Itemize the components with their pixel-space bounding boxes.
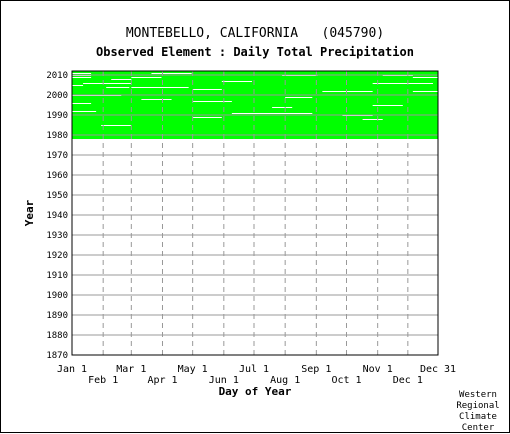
credit-line: Western — [459, 390, 497, 400]
y-tick-label: 1990 — [46, 111, 68, 121]
x-tick-label: Sep 1 — [301, 364, 331, 375]
credit-line: Regional — [456, 401, 500, 411]
x-axis-title: Day of Year — [219, 385, 292, 398]
missing-data-gap — [285, 97, 313, 98]
y-tick-label: 1980 — [46, 131, 68, 141]
x-tick-label: Dec 1 — [393, 375, 423, 386]
missing-data-gap — [101, 125, 132, 126]
missing-data-gap — [83, 83, 132, 84]
credit-line: Climate — [459, 412, 497, 422]
plot-border — [71, 70, 439, 356]
x-tick-label: Jul 1 — [239, 364, 269, 375]
missing-data-gap — [111, 79, 132, 80]
x-tick-label: May 1 — [178, 364, 208, 375]
y-tick-label: 2000 — [46, 91, 68, 101]
x-tick-label: Apr 1 — [147, 375, 177, 386]
missing-data-gap — [322, 91, 373, 92]
missing-data-gap — [72, 103, 92, 104]
missing-data-gap — [231, 113, 313, 114]
missing-data-gap — [272, 107, 293, 108]
missing-data-gap — [372, 83, 433, 84]
missing-data-gap — [141, 99, 172, 100]
y-tick-label: 1960 — [46, 171, 68, 181]
y-tick-label: 1880 — [46, 331, 68, 341]
x-tick-label: Feb 1 — [88, 375, 118, 386]
y-tick-label: 1950 — [46, 191, 68, 201]
missing-data-gap — [192, 117, 222, 118]
y-tick-label: 1900 — [46, 291, 68, 301]
x-tick-label: Jun 1 — [209, 375, 239, 386]
y-tick-label: 1930 — [46, 231, 68, 241]
missing-data-gap — [72, 85, 84, 86]
missing-data-gap — [412, 77, 438, 78]
y-tick-label: 1940 — [46, 211, 68, 221]
missing-data-gap — [221, 81, 252, 82]
x-tick-label: Aug 1 — [270, 375, 300, 386]
credit-line: Center — [461, 423, 495, 433]
missing-data-gap — [192, 101, 232, 102]
x-tick-label: Oct 1 — [331, 375, 361, 386]
chart-title: MONTEBELLO, CALIFORNIA (045790) — [125, 26, 385, 41]
y-tick-label: 1970 — [46, 151, 68, 161]
missing-data-gap — [131, 77, 162, 78]
y-tick-label: 2010 — [46, 71, 68, 81]
x-tick-label: Nov 1 — [363, 364, 393, 375]
y-tick-label: 1920 — [46, 251, 68, 261]
x-tick-label: Dec 31 — [420, 364, 456, 375]
missing-data-gap — [192, 89, 222, 90]
missing-data-gap — [72, 77, 92, 78]
y-axis-title: Year — [23, 199, 36, 226]
chart-subtitle: Observed Element : Daily Total Precipita… — [96, 45, 414, 59]
y-tick-label: 1910 — [46, 271, 68, 281]
missing-data-gap — [372, 105, 403, 106]
y-tick-label: 1890 — [46, 311, 68, 321]
missing-data-gap — [106, 87, 130, 88]
x-tick-label: Jan 1 — [57, 364, 87, 375]
x-tick-label: Mar 1 — [116, 364, 146, 375]
missing-data-gap — [362, 119, 383, 120]
wrcc-credit: Western Regional Climate Center — [450, 390, 506, 434]
missing-data-gap — [151, 73, 192, 74]
y-tick-label: 1870 — [46, 351, 68, 361]
missing-data-gap — [131, 87, 189, 88]
missing-data-gap — [72, 111, 97, 112]
missing-data-gap — [412, 91, 438, 92]
missing-data-gap — [72, 73, 92, 74]
